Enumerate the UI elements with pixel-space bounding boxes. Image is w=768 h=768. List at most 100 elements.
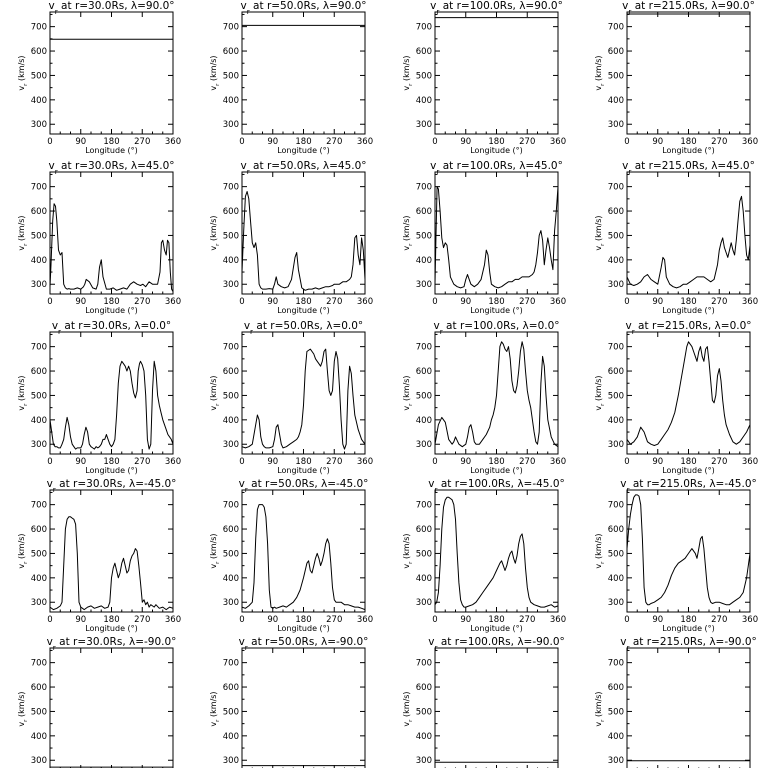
chart-panel-10: vr at r=50.0Rs, λ=0.0° 0 90 180 270 360 300 400…: [209, 320, 373, 475]
y-tick-label: 400: [416, 416, 432, 426]
y-axis-label: vr (km/s): [594, 375, 606, 410]
chart-title: vr at r=30.0Rs, λ=45.0°: [48, 160, 174, 176]
y-tick-label: 400: [608, 96, 624, 106]
x-tick-label: 0: [239, 137, 244, 147]
y-axis-label: vr (km/s): [17, 533, 29, 568]
chart-panel-18: vr at r=50.0Rs, λ=-90.0°0901802703603004…: [209, 636, 368, 768]
y-axis-label: vr (km/s): [17, 375, 29, 410]
chart-panel-17: vr at r=30.0Rs, λ=-90.0°0901802703603004…: [17, 636, 177, 768]
x-axis-label: Longitude (°): [277, 306, 330, 315]
chart-title: vr at r=30.0Rs, λ=0.0°: [52, 320, 171, 336]
x-tick-label: 90: [460, 137, 471, 147]
x-tick-label: 90: [267, 457, 278, 467]
chart-panel-9: vr at r=30.0Rs, λ=0.0° 0 90 180 270 360 300 400…: [17, 320, 181, 475]
y-tick-label: 600: [416, 47, 432, 57]
y-tick-label: 600: [608, 367, 624, 377]
y-tick-label: 400: [608, 732, 624, 742]
x-tick-label: 90: [75, 457, 86, 467]
chart-title: vr at r=215.0Rs, λ=45.0°: [622, 160, 755, 176]
y-tick-label: 700: [416, 343, 432, 353]
x-tick-label: 360: [742, 615, 758, 625]
plot-frame: [49, 489, 174, 613]
x-axis-label: Longitude (°): [277, 146, 330, 155]
x-tick-label: 180: [680, 297, 696, 307]
chart-title: vr at r=100.0Rs, λ=-45.0°: [428, 478, 565, 494]
x-tick-label: 180: [295, 297, 311, 307]
x-axis-label: Longitude (°): [470, 624, 523, 633]
chart-title: vr at r=30.0Rs, λ=90.0°: [48, 0, 174, 16]
plot-frame: [49, 11, 174, 135]
plot-frame: [626, 647, 751, 768]
chart-panel-20: vr at r=215.0Rs, λ=-90.0°090180270360300…: [594, 636, 757, 768]
y-tick-label: 400: [608, 256, 624, 266]
y-tick-label: 700: [31, 183, 47, 193]
x-axis-label: Longitude (°): [85, 146, 138, 155]
x-tick-label: 0: [239, 457, 244, 467]
chart-title: vr at r=30.0Rs, λ=-90.0°: [47, 636, 177, 652]
x-axis-label: Longitude (°): [85, 306, 138, 315]
plot-frame: [49, 171, 174, 295]
x-tick-label: 360: [165, 297, 181, 307]
y-tick-label: 400: [223, 732, 239, 742]
y-axis-label: vr (km/s): [209, 691, 221, 726]
y-axis-label: vr (km/s): [402, 691, 414, 726]
y-tick-label: 500: [416, 549, 432, 559]
x-tick-label: 0: [624, 297, 629, 307]
y-tick-label: 500: [608, 231, 624, 241]
y-tick-label: 500: [608, 707, 624, 717]
y-tick-label: 700: [608, 501, 624, 511]
chart-panel-16: vr at r=215.0Rs, λ=-45.0° 0 90 180 270 360 300…: [594, 478, 758, 633]
chart-panel-11: vr at r=100.0Rs, λ=0.0° 0 90 180 270 360 300 40…: [402, 320, 566, 475]
y-tick-label: 300: [608, 120, 624, 130]
chart-panel-1: vr at r=30.0Rs, λ=90.0° 0 90 180 270 360 300 40…: [17, 0, 181, 155]
plot-frame: [241, 11, 366, 135]
chart-title: vr at r=30.0Rs, λ=-45.0°: [47, 478, 177, 494]
x-tick-label: 360: [165, 615, 181, 625]
y-tick-label: 300: [31, 756, 47, 766]
x-tick-label: 360: [357, 297, 373, 307]
y-tick-label: 600: [416, 683, 432, 693]
chart-title: vr at r=100.0Rs, λ=90.0°: [430, 0, 563, 16]
y-tick-label: 400: [31, 256, 47, 266]
y-tick-label: 400: [31, 416, 47, 426]
x-tick-label: 180: [295, 615, 311, 625]
x-tick-label: 0: [47, 297, 52, 307]
y-tick-label: 300: [223, 756, 239, 766]
y-tick-label: 700: [223, 183, 239, 193]
x-axis-label: Longitude (°): [662, 146, 715, 155]
x-axis-label: Longitude (°): [277, 466, 330, 475]
x-tick-label: 270: [711, 457, 727, 467]
chart-title: vr at r=100.0Rs, λ=-90.0°: [428, 636, 565, 652]
y-axis-label: vr (km/s): [209, 55, 221, 90]
y-tick-label: 700: [416, 23, 432, 33]
y-axis-label: vr (km/s): [594, 691, 606, 726]
plot-frame: [49, 647, 174, 768]
x-axis-label: Longitude (°): [470, 466, 523, 475]
x-axis-label: Longitude (°): [662, 624, 715, 633]
y-tick-label: 400: [608, 574, 624, 584]
x-tick-label: 270: [134, 297, 150, 307]
y-axis-label: vr (km/s): [594, 533, 606, 568]
y-tick-label: 600: [31, 47, 47, 57]
chart-panel-19: vr at r=100.0Rs, λ=-90.0°090180270360300…: [402, 636, 565, 768]
chart-title: vr at r=50.0Rs, λ=90.0°: [240, 0, 366, 16]
x-tick-label: 270: [326, 457, 342, 467]
x-tick-label: 90: [460, 297, 471, 307]
plot-frame: [434, 11, 559, 135]
x-tick-label: 0: [239, 297, 244, 307]
y-tick-label: 300: [223, 440, 239, 450]
y-tick-label: 500: [608, 71, 624, 81]
y-tick-label: 500: [608, 549, 624, 559]
y-tick-label: 300: [416, 120, 432, 130]
y-axis-label: vr (km/s): [402, 55, 414, 90]
y-tick-label: 600: [223, 683, 239, 693]
y-tick-label: 700: [608, 343, 624, 353]
x-axis-label: Longitude (°): [662, 306, 715, 315]
x-tick-label: 360: [165, 137, 181, 147]
y-tick-label: 300: [31, 120, 47, 130]
y-tick-label: 700: [31, 659, 47, 669]
y-tick-label: 400: [416, 96, 432, 106]
y-tick-label: 700: [608, 183, 624, 193]
y-tick-label: 400: [416, 256, 432, 266]
